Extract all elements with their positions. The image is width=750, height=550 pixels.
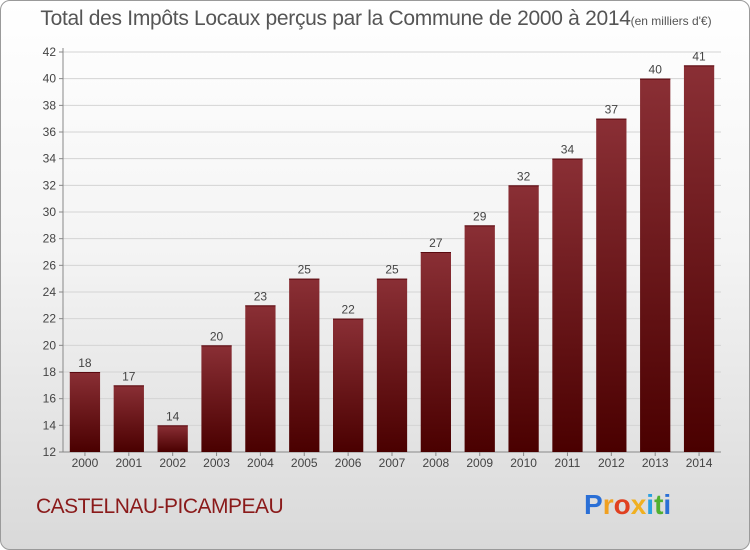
logo-letter: r [602,489,614,520]
data-label: 34 [561,143,575,157]
x-tick-label: 2003 [203,456,230,470]
bar [157,425,188,452]
data-label: 20 [210,329,224,343]
data-label: 25 [298,263,312,277]
x-tick-label: 2004 [247,456,274,470]
proxiti-logo[interactable]: Proxiti [584,489,671,521]
y-tick-label: 24 [43,285,57,299]
bar [464,225,495,452]
logo-letter: t [654,489,664,520]
data-label: 29 [473,209,487,223]
x-tick-label: 2006 [335,456,362,470]
y-tick-label: 16 [43,392,57,406]
y-tick-label: 32 [43,178,57,192]
data-labels: 18 17 14 20 23 25 22 25 27 29 32 34 37 40 41 [78,49,706,423]
logo-letter: i [663,489,672,520]
bars [69,65,715,453]
commune-name: CASTELNAU-PICAMPEAU [36,495,284,518]
y-tick-label: 28 [43,232,57,246]
bar [640,78,671,453]
x-tick-label: 2002 [159,456,186,470]
data-label: 23 [254,289,268,303]
x-tick-label: 2007 [379,456,406,470]
bar [552,158,583,452]
x-tick-label: 2012 [598,456,625,470]
data-label: 40 [649,63,663,77]
data-label: 25 [385,263,399,277]
y-tick-label: 34 [43,152,57,166]
x-tick-label: 2010 [510,456,537,470]
y-tick-label: 36 [43,125,57,139]
y-tick-label: 20 [43,338,57,352]
logo-letter: x [630,489,647,520]
x-tick-label: 2009 [466,456,493,470]
logo-letter: i [646,489,655,520]
bar [376,278,408,452]
data-label: 32 [517,169,531,183]
logo-letter: P [584,489,603,520]
bar [201,345,232,452]
y-tick-label: 22 [43,312,57,326]
data-label: 17 [122,369,136,383]
x-tick-label: 2000 [72,456,99,470]
data-label: 41 [692,49,706,63]
bar [69,372,101,452]
data-label: 37 [605,103,619,117]
data-label: 27 [429,236,443,250]
y-tick-label: 14 [43,418,57,432]
x-tick-label: 2013 [642,456,669,470]
data-label: 22 [341,303,355,317]
data-label: 14 [166,409,180,423]
chart-title: Total des Impôts Locaux perçus par la Co… [1,7,749,31]
x-tick-label: 2014 [686,456,713,470]
bar [420,252,452,452]
data-label: 18 [78,356,92,370]
x-tick-label: 2008 [423,456,450,470]
bar [508,185,539,453]
bar [113,385,144,452]
logo-letter: o [613,489,631,520]
y-tick-label: 18 [43,365,57,379]
y-tick-label: 12 [43,445,57,459]
bar [332,318,364,452]
unit-text: (en milliers d'€) [630,14,712,28]
title-text: Total des Impôts Locaux perçus par la Co… [40,7,631,30]
x-tick-label: 2005 [291,456,318,470]
y-tick-label: 26 [43,258,57,272]
y-tick-label: 38 [43,98,57,112]
x-tick-label: 2001 [115,456,142,470]
bar [683,65,715,452]
bar [289,278,320,452]
x-tick-label: 2011 [555,456,581,470]
bar [596,118,627,453]
y-tick-label: 30 [43,205,57,219]
y-tick-label: 40 [43,72,57,86]
y-tick-label: 42 [43,45,57,59]
bar [245,305,276,452]
